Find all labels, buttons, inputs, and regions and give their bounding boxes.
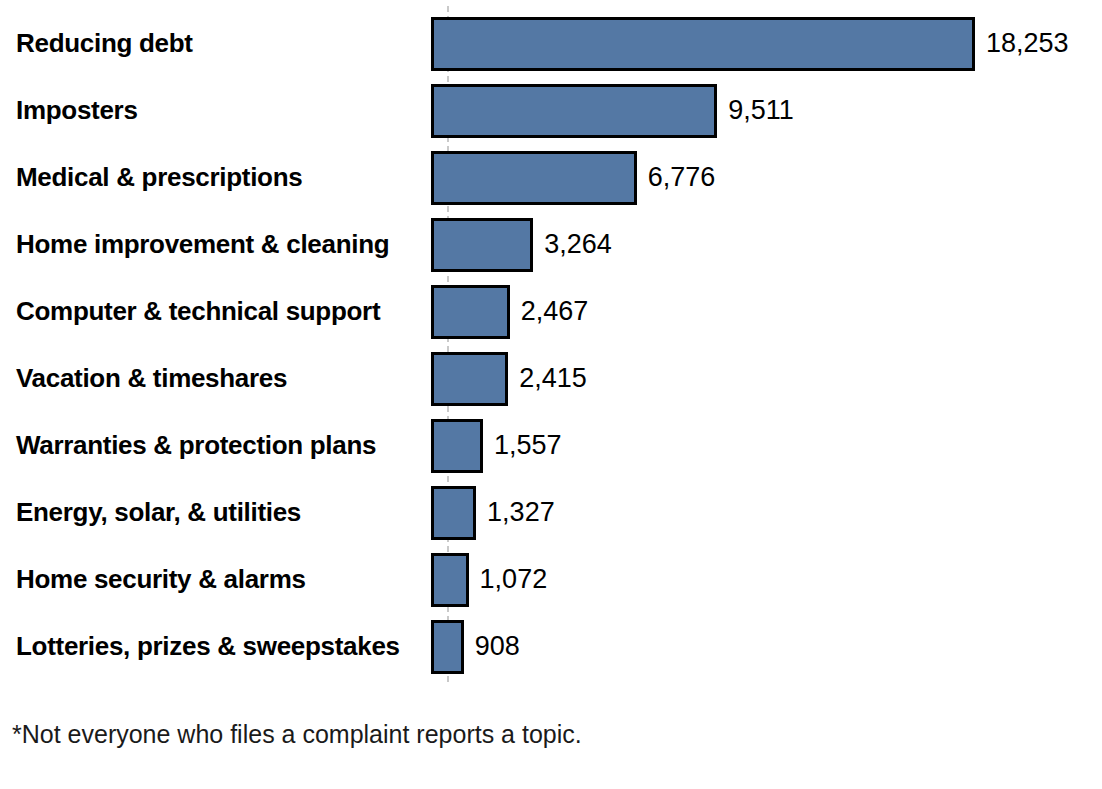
value-label: 1,327 xyxy=(487,497,555,528)
bar-row: Computer & technical support 2,467 xyxy=(0,278,1102,345)
value-label: 2,467 xyxy=(521,296,589,327)
category-label: Home improvement & cleaning xyxy=(0,229,431,260)
bar-area: 2,467 xyxy=(431,278,1102,345)
footnote: *Not everyone who files a complaint repo… xyxy=(0,720,1102,749)
bar-area: 3,264 xyxy=(431,211,1102,278)
bar-area: 9,511 xyxy=(431,77,1102,144)
bar-rows-container: Reducing debt 18,253 Imposters 9,511 Medical… xyxy=(0,10,1102,680)
value-label: 9,511 xyxy=(728,95,794,126)
category-label: Energy, solar, & utilities xyxy=(0,497,431,528)
bar-row: Reducing debt 18,253 xyxy=(0,10,1102,77)
bar-area: 1,072 xyxy=(431,546,1102,613)
bar xyxy=(431,218,533,272)
bar-row: Home improvement & cleaning 3,264 xyxy=(0,211,1102,278)
bar-row: Vacation & timeshares 2,415 xyxy=(0,345,1102,412)
bar-area: 1,327 xyxy=(431,479,1102,546)
category-label: Warranties & protection plans xyxy=(0,430,431,461)
category-label: Computer & technical support xyxy=(0,296,431,327)
category-label: Home security & alarms xyxy=(0,564,431,595)
bar xyxy=(431,553,469,607)
bar-row: Home security & alarms 1,072 xyxy=(0,546,1102,613)
bar-row: Warranties & protection plans 1,557 xyxy=(0,412,1102,479)
category-label: Medical & prescriptions xyxy=(0,162,431,193)
bar-area: 1,557 xyxy=(431,412,1102,479)
bar-row: Imposters 9,511 xyxy=(0,77,1102,144)
value-label: 3,264 xyxy=(544,229,612,260)
value-label: 1,072 xyxy=(480,564,548,595)
category-label: Reducing debt xyxy=(0,28,431,59)
bar xyxy=(431,151,637,205)
value-label: 1,557 xyxy=(494,430,562,461)
complaint-topics-bar-chart-page: Reducing debt 18,253 Imposters 9,511 Medical… xyxy=(0,0,1102,789)
value-label: 6,776 xyxy=(648,162,716,193)
value-label: 18,253 xyxy=(986,28,1069,59)
bar xyxy=(431,285,510,339)
bar-area: 2,415 xyxy=(431,345,1102,412)
bar-area: 908 xyxy=(431,613,1102,680)
value-label: 2,415 xyxy=(519,363,587,394)
bar-area: 18,253 xyxy=(431,10,1102,77)
bar-row: Medical & prescriptions 6,776 xyxy=(0,144,1102,211)
value-label: 908 xyxy=(475,631,520,662)
bar-area: 6,776 xyxy=(431,144,1102,211)
category-label: Lotteries, prizes & sweepstakes xyxy=(0,631,431,662)
bar xyxy=(431,486,476,540)
bar xyxy=(431,84,717,138)
bar-row: Energy, solar, & utilities 1,327 xyxy=(0,479,1102,546)
bar xyxy=(431,17,975,71)
bar-chart: Reducing debt 18,253 Imposters 9,511 Medical… xyxy=(0,0,1102,680)
bar-row: Lotteries, prizes & sweepstakes 908 xyxy=(0,613,1102,680)
category-label: Imposters xyxy=(0,95,431,126)
bar xyxy=(431,419,483,473)
category-label: Vacation & timeshares xyxy=(0,363,431,394)
bar xyxy=(431,352,508,406)
bar xyxy=(431,620,464,674)
